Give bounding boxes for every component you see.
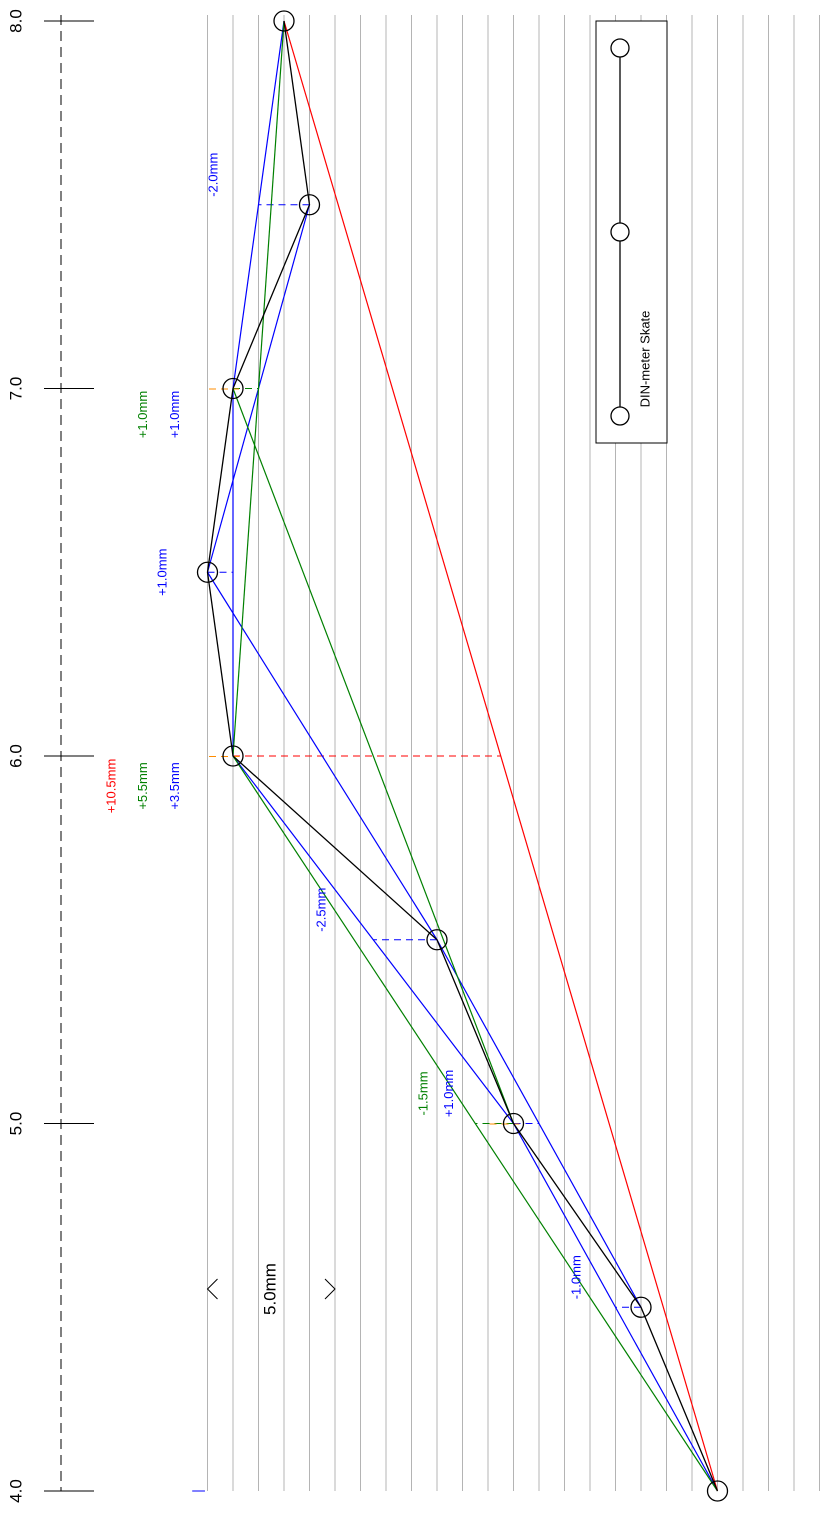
axis-tick-label: 5.0 <box>6 1112 25 1136</box>
axis-tick-label: 4.0 <box>6 1479 25 1503</box>
chord-line <box>436 939 642 1308</box>
grid-layer <box>207 15 820 1491</box>
profile-point <box>196 561 219 583</box>
profile-point <box>426 929 448 951</box>
deviation-label: +3.5mm <box>167 762 182 809</box>
profile-point <box>222 377 244 400</box>
step-markers <box>192 204 641 1492</box>
legend: DIN-meter Skate <box>595 20 668 444</box>
legend-marker <box>610 38 630 58</box>
scale-bar-right-bracket <box>324 1278 336 1300</box>
deviation-label: +5.5mm <box>135 762 150 809</box>
profile-point <box>222 745 244 767</box>
axis-tick-label: 8.0 <box>6 9 25 33</box>
deviation-label: -2.5mm <box>314 888 329 932</box>
profile-point <box>502 1112 525 1135</box>
profile-point <box>273 10 295 32</box>
deviation-label: -1.5mm <box>416 1071 431 1115</box>
profile-point <box>298 194 321 216</box>
scale-bar-left-bracket <box>206 1278 218 1300</box>
deviation-labels: -1.0mm +1.0mm -1.5mm -2.5mm +3.5mm +5.5mm +10.… <box>103 153 583 1300</box>
axis-tick-label: 6.0 <box>6 744 25 768</box>
chord-line <box>232 20 285 389</box>
scale-bar: 5.0mm <box>206 1263 336 1315</box>
deviation-label: +1.0mm <box>135 391 150 438</box>
chord-line <box>232 388 515 1124</box>
deviation-label: +1.0mm <box>441 1070 456 1117</box>
deviation-label: -1.0mm <box>569 1255 584 1299</box>
chord-line <box>283 20 719 1492</box>
chord-line <box>232 20 285 757</box>
legend-marker <box>610 406 630 426</box>
chord-line <box>232 755 719 1492</box>
measured-profile <box>196 10 729 1502</box>
legend-label: DIN-meter Skate <box>637 311 652 408</box>
chord-line <box>206 571 438 941</box>
legend-marker <box>610 222 630 242</box>
axis-tick-label: 7.0 <box>6 377 25 401</box>
legend-box <box>595 20 668 444</box>
profile-point <box>706 1480 729 1502</box>
chord-line <box>232 755 514 1124</box>
chord-lines <box>206 20 719 1492</box>
deviation-label: -2.0mm <box>205 153 220 197</box>
chord-line <box>512 1123 719 1492</box>
deviation-label: +1.0mm <box>154 549 169 596</box>
deviation-label: +1.0mm <box>167 391 182 438</box>
position-axis: 4.0 5.0 6.0 7.0 8.0 <box>6 9 94 1503</box>
scale-bar-label: 5.0mm <box>261 1263 280 1315</box>
deviation-label: +10.5mm <box>103 759 118 814</box>
profile-point <box>630 1296 652 1318</box>
profile-line <box>206 20 719 1492</box>
